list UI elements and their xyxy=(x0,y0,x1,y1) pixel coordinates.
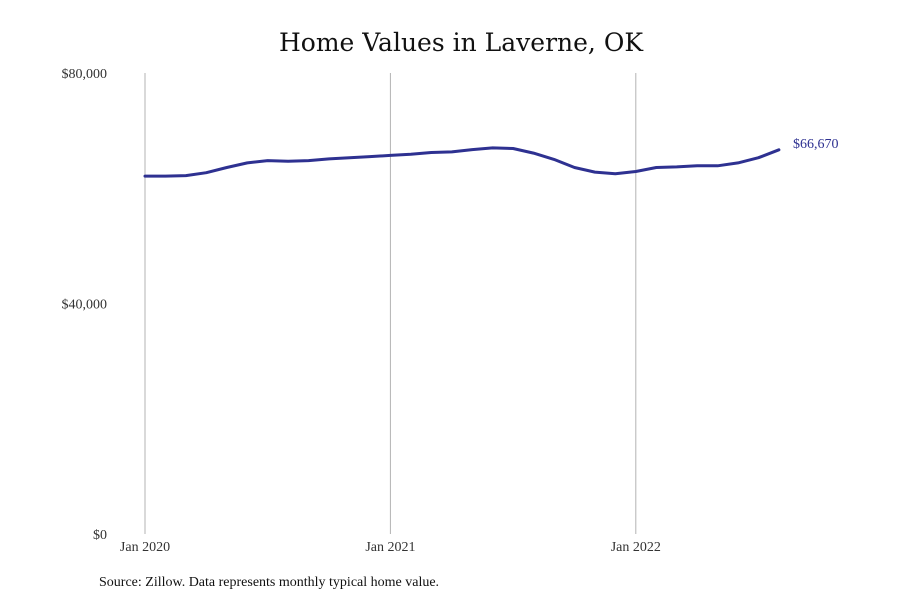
y-tick-label: $40,000 xyxy=(62,298,108,313)
home-value-line xyxy=(143,146,781,178)
source-note: Source: Zillow. Data represents monthly … xyxy=(99,575,439,590)
y-axis-ticks: $0 $40,000 $80,000 xyxy=(62,67,108,543)
chart-title: Home Values in Laverne, OK xyxy=(279,28,644,57)
x-tick-label: Jan 2021 xyxy=(365,540,415,555)
x-tick-label: Jan 2020 xyxy=(120,540,170,555)
x-axis-ticks: Jan 2020 Jan 2021 Jan 2022 xyxy=(120,540,661,555)
gridlines xyxy=(144,73,637,534)
y-tick-label: $80,000 xyxy=(62,67,108,82)
x-tick-label: Jan 2022 xyxy=(611,540,661,555)
end-value-label: $66,670 xyxy=(793,137,839,152)
y-tick-label: $0 xyxy=(93,528,107,543)
